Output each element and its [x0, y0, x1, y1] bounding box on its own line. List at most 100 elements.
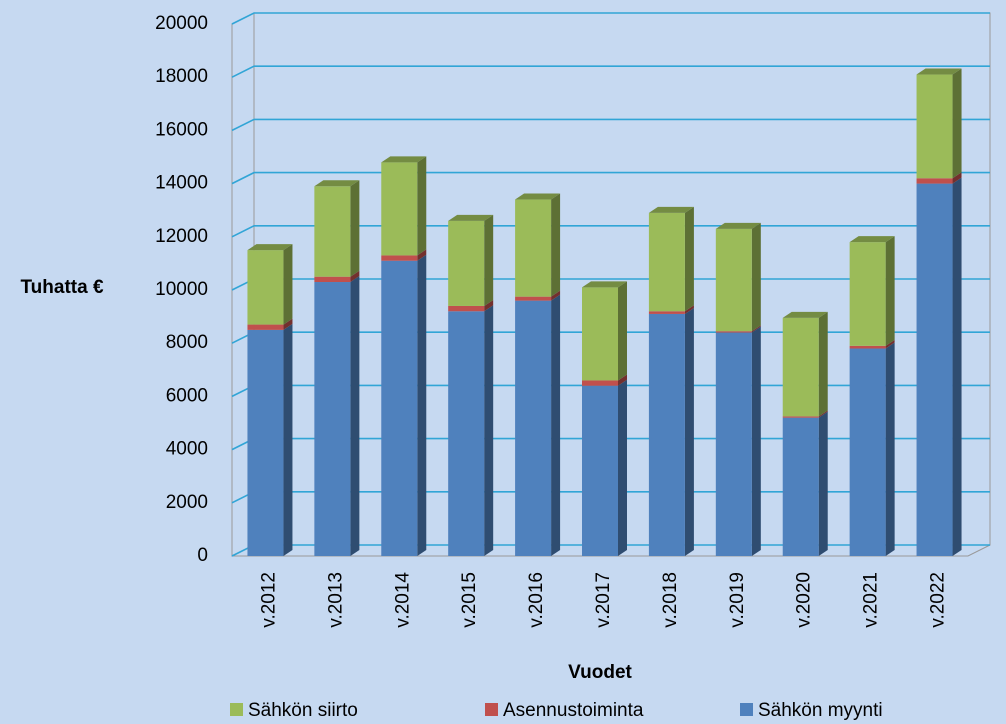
- legend-swatch: [230, 703, 243, 716]
- bar-side: [751, 325, 761, 333]
- bar: [782, 416, 819, 418]
- bar: [849, 345, 886, 349]
- x-tick-label: v.2017: [593, 572, 614, 628]
- bar-top: [916, 68, 962, 75]
- bar: [916, 178, 953, 184]
- bar-top: [314, 180, 360, 187]
- grid-line: [231, 171, 990, 185]
- y-tick-label: 16000: [155, 119, 208, 140]
- bar-top: [381, 156, 427, 163]
- bar-side: [952, 68, 962, 179]
- y-tick-label: 18000: [155, 66, 208, 87]
- bar-top: [715, 222, 761, 229]
- bar: [648, 313, 685, 556]
- bar-top: [448, 214, 494, 221]
- bar-side: [952, 177, 962, 556]
- y-tick-label: 20000: [155, 13, 208, 34]
- bar: [247, 324, 284, 330]
- bar-side: [885, 339, 895, 349]
- bar-side: [484, 214, 494, 306]
- bar-top: [782, 311, 828, 318]
- bar-side: [283, 318, 293, 330]
- bar-side: [551, 290, 561, 301]
- bar: [648, 311, 685, 314]
- bar-side: [885, 236, 895, 346]
- bar-top: [648, 206, 694, 213]
- bar-side: [417, 249, 427, 261]
- bar: [381, 162, 418, 256]
- bar: [448, 220, 485, 306]
- y-tick-label: 6000: [166, 385, 208, 406]
- legend-swatch: [485, 703, 498, 716]
- bar-side: [350, 276, 360, 556]
- x-tick-label: v.2016: [526, 572, 547, 628]
- legend-label: Sähkön myynti: [758, 700, 883, 721]
- y-tick-label: 14000: [155, 173, 208, 194]
- bar-side: [618, 379, 627, 556]
- legend-swatch: [740, 703, 753, 716]
- bar: [381, 260, 418, 556]
- bar-side: [417, 254, 427, 557]
- bar: [247, 250, 284, 325]
- bar-top: [582, 281, 627, 288]
- bar-side: [484, 305, 494, 556]
- bar-side: [551, 294, 561, 556]
- x-tick-label: v.2022: [928, 572, 949, 628]
- grid-line: [231, 12, 990, 25]
- y-tick-label: 2000: [166, 492, 208, 513]
- bar: [314, 282, 351, 556]
- bar: [381, 255, 418, 261]
- bar: [715, 228, 752, 332]
- bar: [582, 287, 618, 381]
- bar-side: [350, 180, 360, 277]
- bar: [515, 199, 552, 297]
- bar-side: [283, 244, 293, 325]
- bar: [648, 212, 685, 312]
- bar: [247, 329, 284, 556]
- grid-line: [231, 118, 990, 132]
- y-tick-label: 8000: [166, 332, 208, 353]
- bar-top: [247, 244, 293, 251]
- bar-top: [849, 236, 895, 243]
- bar: [849, 348, 886, 556]
- bar-side: [684, 307, 694, 556]
- bar-side: [283, 323, 293, 556]
- legend-label: Asennustoiminta: [503, 700, 644, 721]
- bar: [715, 331, 752, 333]
- bar-side: [818, 311, 828, 417]
- x-tick-label: v.2012: [258, 572, 279, 628]
- bar-side: [684, 206, 694, 312]
- bar: [715, 332, 752, 556]
- bar-side: [484, 299, 494, 312]
- bar: [314, 276, 351, 283]
- bar-side: [885, 342, 895, 556]
- bar: [314, 186, 351, 277]
- y-tick-label: 10000: [155, 279, 208, 300]
- x-tick-label: v.2014: [392, 572, 413, 628]
- y-axis-title: Tuhatta €: [20, 277, 103, 298]
- x-tick-label: v.2018: [660, 572, 681, 628]
- y-tick-label: 12000: [155, 226, 208, 247]
- bar-side: [684, 305, 694, 314]
- bar: [916, 74, 953, 179]
- y-tick-label: 0: [197, 545, 208, 566]
- bar-side: [952, 172, 962, 184]
- bar: [782, 317, 819, 417]
- x-tick-label: v.2019: [727, 572, 748, 628]
- bar: [515, 296, 552, 301]
- bar: [582, 385, 618, 556]
- bar-side: [417, 156, 427, 256]
- x-tick-label: v.2015: [459, 572, 480, 628]
- bar-side: [818, 411, 828, 556]
- bar-side: [350, 270, 360, 283]
- bar-top: [515, 193, 561, 200]
- bar-side: [551, 193, 561, 297]
- x-tick-label: v.2013: [325, 572, 346, 628]
- bar-side: [751, 326, 761, 556]
- bar-side: [818, 410, 828, 418]
- x-tick-label: v.2021: [861, 572, 882, 628]
- bar-side: [618, 281, 627, 381]
- bar-side: [618, 374, 627, 386]
- bar: [448, 305, 485, 312]
